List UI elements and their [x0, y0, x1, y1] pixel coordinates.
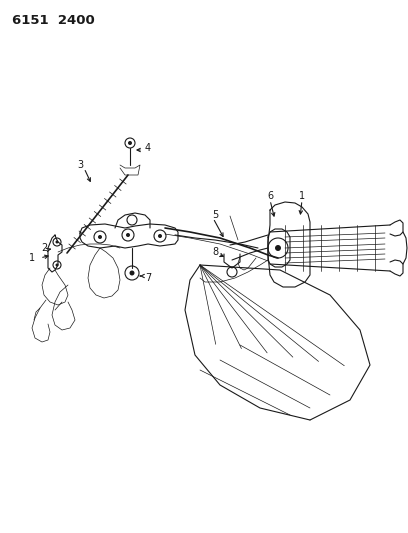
Circle shape	[98, 235, 102, 239]
Text: 6151  2400: 6151 2400	[12, 14, 95, 27]
Text: 5: 5	[212, 210, 218, 220]
Circle shape	[55, 263, 58, 266]
Circle shape	[128, 141, 132, 145]
Text: 1: 1	[29, 253, 35, 263]
Text: 6: 6	[267, 191, 273, 201]
Text: 7: 7	[145, 273, 151, 283]
Circle shape	[275, 245, 281, 251]
Text: 8: 8	[212, 247, 218, 257]
Circle shape	[158, 234, 162, 238]
Circle shape	[126, 233, 130, 237]
Text: 3: 3	[77, 160, 83, 170]
Circle shape	[55, 240, 58, 244]
Text: 4: 4	[145, 143, 151, 153]
Circle shape	[129, 271, 135, 276]
Text: 2: 2	[41, 243, 47, 253]
Text: 1: 1	[299, 191, 305, 201]
